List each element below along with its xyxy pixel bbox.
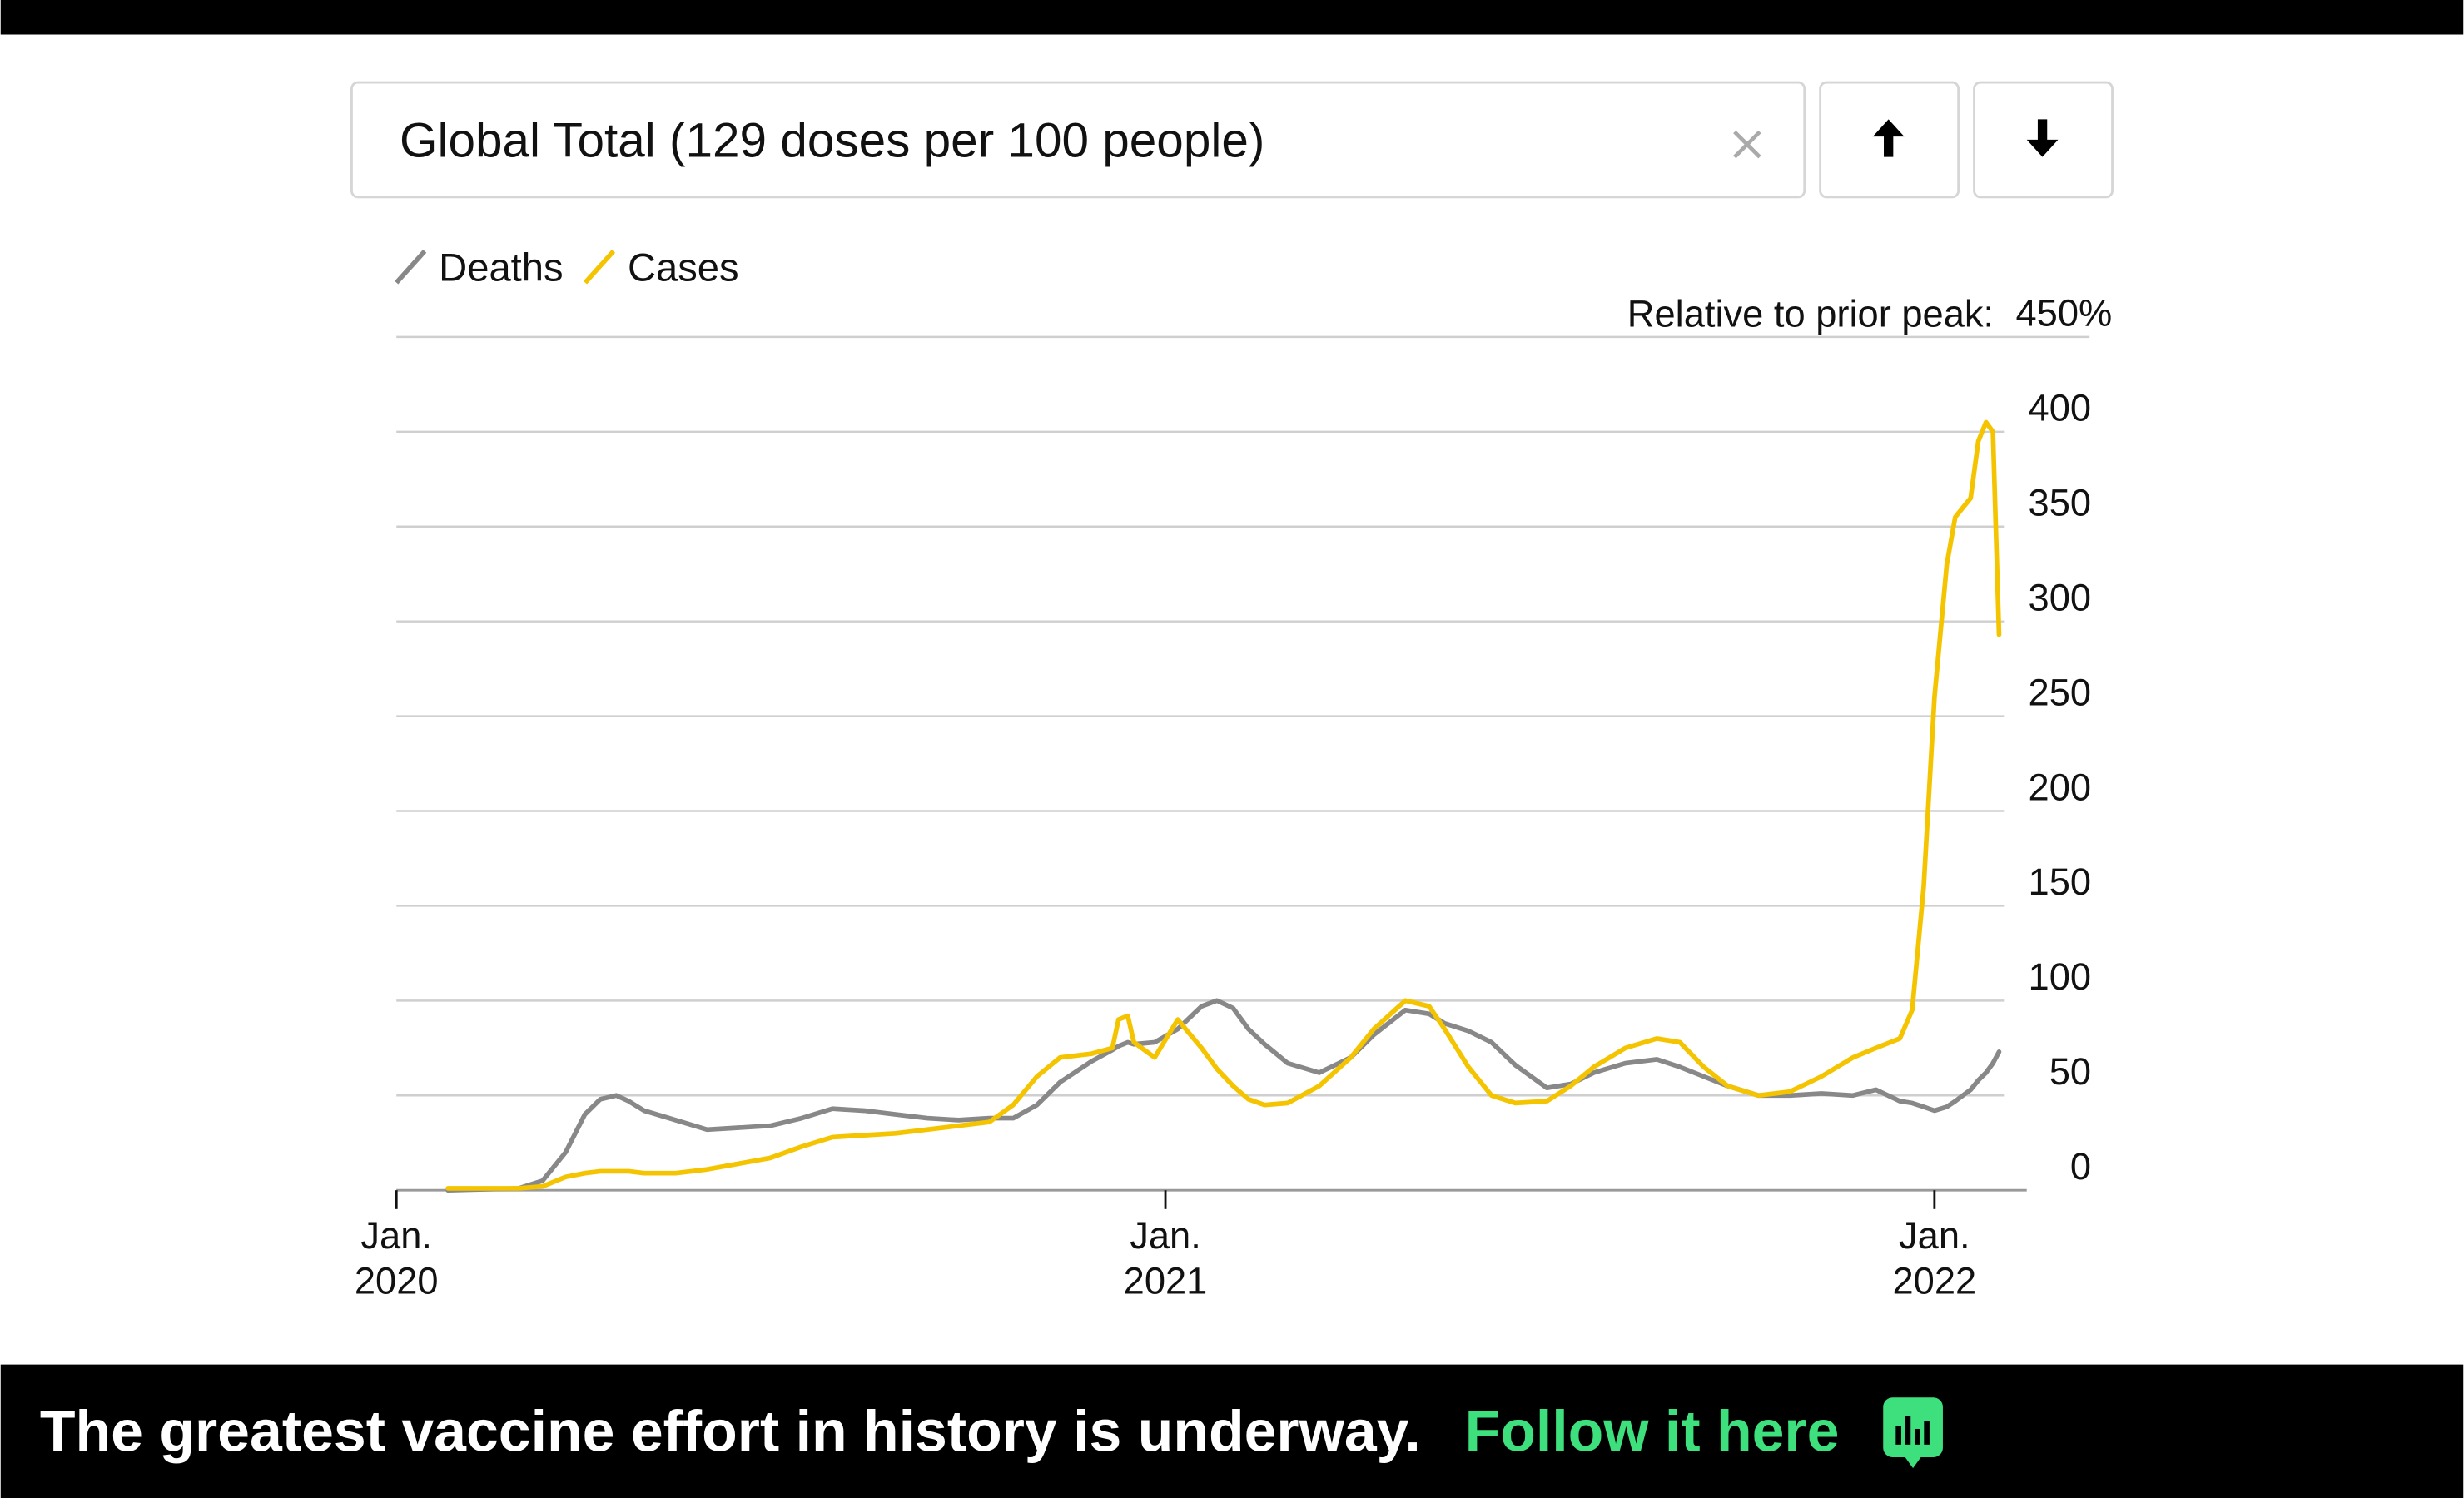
icon-bar <box>1914 1428 1920 1445</box>
arrow-up-icon <box>1872 119 1905 157</box>
legend-label: Deaths <box>439 246 563 290</box>
y-tick-label: 50 <box>2049 1050 2091 1093</box>
next-button[interactable] <box>1973 81 2114 199</box>
x-tick-label-box: Jan. 2022 <box>1892 1215 1977 1304</box>
legend: Deaths Cases <box>395 246 739 290</box>
x-tick-label-box: Jan. 2021 <box>1123 1215 1208 1304</box>
axis-annotation: Relative to prior peak: <box>1627 292 1994 335</box>
y-tick-label: 100 <box>2029 955 2092 998</box>
search-box[interactable]: Global Total (129 doses per 100 people) <box>350 81 1806 199</box>
y-tick-label: 400 <box>2029 387 2092 429</box>
icon-bubble <box>1883 1397 1943 1469</box>
legend-swatch <box>583 249 616 285</box>
icon-bar <box>1924 1421 1930 1445</box>
banner-link[interactable]: Follow it here <box>1465 1398 1840 1463</box>
x-tick-label: Jan. 2022 <box>1892 1215 1977 1304</box>
search-field[interactable] <box>350 81 1806 199</box>
x-tick-label: Jan. 2020 <box>354 1215 439 1304</box>
y-tick-label: 150 <box>2029 861 2092 903</box>
previous-button[interactable] <box>1819 81 1960 199</box>
y-tick-label: 450% <box>2016 292 2113 335</box>
legend-swatch <box>395 249 427 285</box>
plot: 0 50 100 150 200 250 300 350 400 450% Jan. 2020 Jan… <box>354 292 2113 1304</box>
search-text: Global Total (129 doses per 100 people) <box>400 114 1264 168</box>
x-tick-label-box: Jan. 2020 <box>354 1215 439 1304</box>
y-tick-label: 200 <box>2029 766 2092 808</box>
clear-button[interactable] <box>1733 130 1761 159</box>
legend-label: Cases <box>628 246 739 290</box>
series-line <box>445 419 2002 1191</box>
chart-icon[interactable] <box>1883 1397 1943 1469</box>
y-tick-label: 250 <box>2029 671 2092 713</box>
arrow-down-icon <box>2026 119 2059 157</box>
series-line <box>445 998 2002 1193</box>
icon-bar <box>1895 1426 1901 1445</box>
y-tick-label: 0 <box>2070 1145 2091 1188</box>
x-tick-label: Jan. 2021 <box>1123 1215 1208 1304</box>
banner <box>0 1364 2464 1498</box>
banner-text: The greatest vaccine effort in history i… <box>40 1398 1421 1463</box>
icon-bar <box>1905 1416 1911 1445</box>
y-tick-label: 350 <box>2029 482 2092 524</box>
y-tick-label: 300 <box>2029 576 2092 618</box>
top-bar <box>0 0 2464 35</box>
clear-icon <box>1733 130 1761 159</box>
